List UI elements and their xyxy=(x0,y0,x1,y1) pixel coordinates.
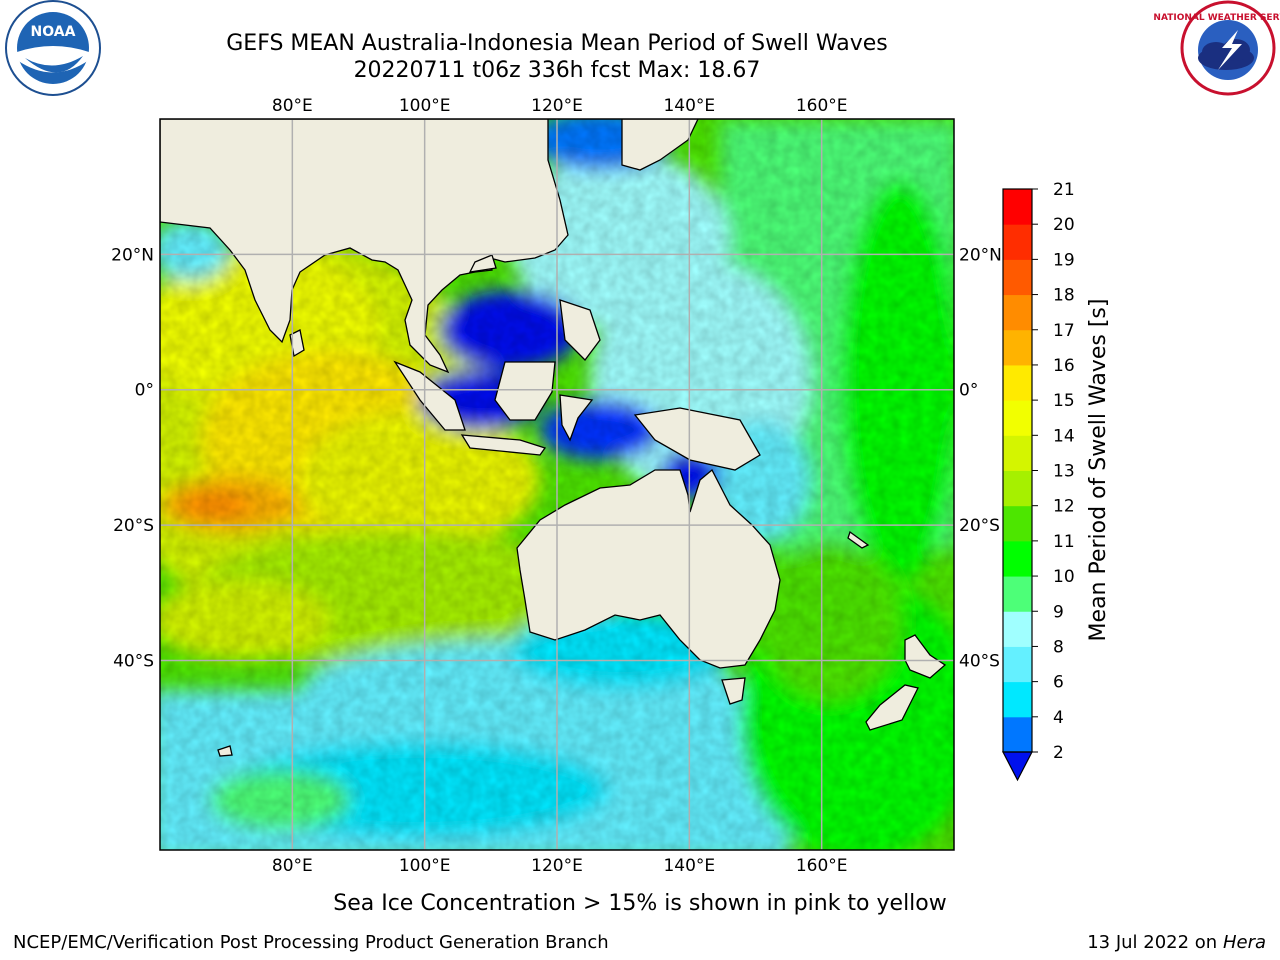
chart-title: GEFS MEAN Australia-Indonesia Mean Perio… xyxy=(226,31,888,56)
nws-logo-text: NATIONAL WEATHER SERVICE xyxy=(1153,13,1280,23)
asia-landmass xyxy=(160,119,569,374)
lon-tick-top: 80°E xyxy=(272,96,313,116)
footer-date-text: 13 Jul 2022 on xyxy=(1087,932,1218,953)
kerguelen-island xyxy=(217,745,233,757)
colorbar-label: Mean Period of Swell Waves [s] xyxy=(1086,299,1111,642)
colorbar-segment xyxy=(1003,470,1032,507)
lat-tick-left: 20°N xyxy=(111,245,154,265)
colorbar-segment xyxy=(1003,364,1032,401)
colorbar-tick-label: 19 xyxy=(1053,250,1075,270)
new-caledonia xyxy=(847,530,870,549)
colorbar-tick-label: 21 xyxy=(1053,180,1075,200)
footer-date: 13 Jul 2022 on Hera xyxy=(1087,932,1266,953)
colorbar-segment xyxy=(1003,576,1032,612)
axis-ticks: 80°E 80°E 100°E 100°E 120°E 120°E 140°E 140°E 16… xyxy=(111,96,1002,876)
colorbar-tick-label: 13 xyxy=(1053,462,1075,482)
colorbar-tick-label: 15 xyxy=(1053,391,1075,411)
colorbar-extend-arrow xyxy=(1002,751,1033,782)
colorbar-tick-label: 12 xyxy=(1053,497,1075,517)
landmasses xyxy=(160,119,947,757)
colorbar-segment xyxy=(1003,611,1032,647)
colorbar-tick-label: 8 xyxy=(1053,637,1064,657)
colorbar-segment xyxy=(1003,329,1032,366)
colorbar-segment xyxy=(1003,646,1032,683)
hainan xyxy=(468,254,497,273)
new-zealand-north xyxy=(904,634,947,679)
colorbar-segment xyxy=(1003,540,1032,577)
colorbar-segment xyxy=(1003,681,1032,718)
lon-tick-bottom: 100°E xyxy=(399,856,451,876)
australia-landmass xyxy=(516,468,781,669)
philippines xyxy=(559,299,601,361)
lat-tick-right: 20°N xyxy=(959,245,1002,265)
sea-ice-note: Sea Ice Concentration > 15% is shown in … xyxy=(333,891,947,916)
colorbar-tick-label: 14 xyxy=(1053,426,1075,446)
sulawesi xyxy=(559,394,594,442)
new-zealand-south xyxy=(865,684,919,731)
lon-tick-top: 100°E xyxy=(399,96,451,116)
colorbar-tick-label: 9 xyxy=(1053,602,1064,622)
lat-tick-left: 0° xyxy=(135,381,154,401)
colorbar-segment xyxy=(1003,716,1032,753)
lon-tick-bottom: 160°E xyxy=(796,856,848,876)
lon-tick-bottom: 120°E xyxy=(531,856,583,876)
colorbar-tick-label: 6 xyxy=(1053,673,1064,693)
noaa-logo: NOAA xyxy=(5,0,101,96)
colorbar-segment xyxy=(1003,189,1032,225)
java xyxy=(460,434,547,456)
lat-tick-left: 20°S xyxy=(113,516,154,536)
tasmania xyxy=(721,677,746,705)
lon-tick-bottom: 140°E xyxy=(663,856,715,876)
footer-host: Hera xyxy=(1222,932,1266,953)
colorbar-segment xyxy=(1003,505,1032,542)
lon-tick-top: 140°E xyxy=(663,96,715,116)
lat-tick-right: 0° xyxy=(959,381,978,401)
sumatra xyxy=(393,360,466,431)
nws-logo: NATIONAL WEATHER SERVICE xyxy=(1153,0,1280,96)
borneo xyxy=(494,361,556,421)
colorbar-tick-label: 18 xyxy=(1053,286,1075,306)
colorbar: 2 4 6 8 9 10 11 12 13 14 15 16 17 18 19 20 21 xyxy=(1002,180,1075,782)
lon-tick-top: 160°E xyxy=(796,96,848,116)
colorbar-segment xyxy=(1003,435,1032,471)
colorbar-tick-label: 10 xyxy=(1053,567,1075,587)
colorbar-segment xyxy=(1003,224,1032,260)
map-frame xyxy=(159,118,955,851)
japan-korea xyxy=(621,119,699,171)
lon-tick-bottom: 80°E xyxy=(272,856,313,876)
lat-tick-right: 40°S xyxy=(959,651,1000,671)
noaa-logo-text: NOAA xyxy=(31,24,76,40)
colorbar-segment xyxy=(1003,400,1032,436)
colorbar-segment xyxy=(1003,294,1032,331)
chart-subtitle: 20220711 t06z 336h fcst Max: 18.67 xyxy=(353,58,761,83)
colorbar-tick-label: 17 xyxy=(1053,321,1075,341)
graticule xyxy=(160,119,954,850)
colorbar-tick-label: 2 xyxy=(1053,743,1064,763)
lat-tick-left: 40°S xyxy=(113,651,154,671)
colorbar-tick-label: 11 xyxy=(1053,532,1075,552)
colorbar-segment xyxy=(1003,259,1032,296)
colorbar-tick-label: 20 xyxy=(1053,215,1075,235)
lat-tick-right: 20°S xyxy=(959,516,1000,536)
footer-credit: NCEP/EMC/Verification Post Processing Pr… xyxy=(13,932,609,953)
colorbar-tick-label: 16 xyxy=(1053,356,1075,376)
lon-tick-top: 120°E xyxy=(531,96,583,116)
colorbar-tick-label: 4 xyxy=(1053,708,1064,728)
